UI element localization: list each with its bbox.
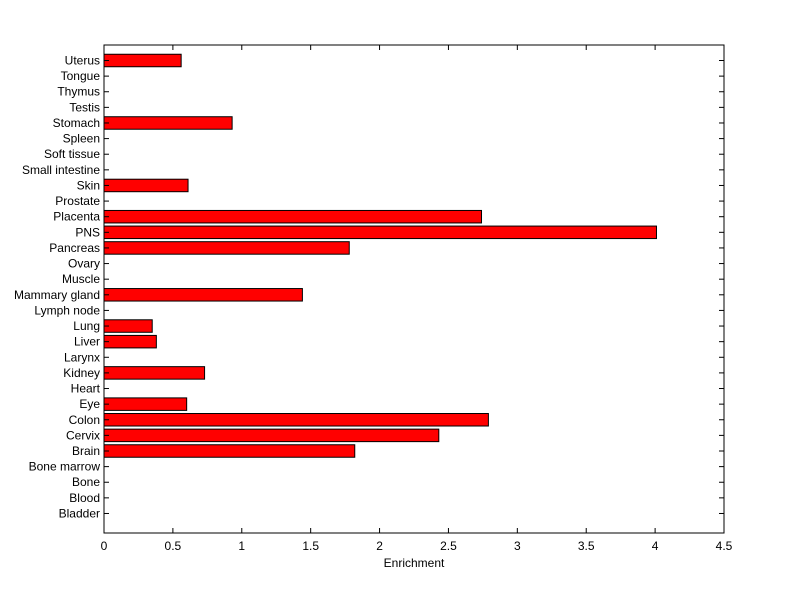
- x-tick-label: 3: [514, 539, 521, 553]
- y-tick-label: Larynx: [64, 350, 100, 364]
- bar-stomach: [103, 116, 233, 130]
- y-tick-label: Mammary gland: [14, 288, 100, 302]
- bar-cervix: [103, 428, 440, 443]
- y-tick-label: Heart: [71, 382, 101, 396]
- bar-brain: [103, 444, 356, 458]
- y-tick-label: Colon: [69, 413, 100, 427]
- x-tick-label: 0.5: [165, 539, 182, 553]
- x-axis-label: Enrichment: [384, 556, 445, 570]
- y-tick-label: Ovary: [68, 257, 100, 271]
- y-tick-label: Blood: [69, 491, 100, 505]
- bar-pns: [103, 225, 657, 240]
- y-tick-label: Soft tissue: [44, 147, 100, 161]
- y-tick-label: Liver: [74, 335, 100, 349]
- x-tick-label: 0: [101, 539, 108, 553]
- y-tick-label: Bladder: [59, 506, 100, 520]
- y-tick-label: Eye: [79, 397, 100, 411]
- x-tick-label: 4.5: [716, 539, 733, 553]
- y-tick-label: Skin: [77, 178, 100, 192]
- y-tick-label: Bone marrow: [29, 460, 101, 474]
- x-tick-label: 2.5: [440, 539, 457, 553]
- bar-skin: [103, 178, 189, 193]
- x-tick-label: 1: [238, 539, 245, 553]
- y-tick-label: Kidney: [63, 366, 100, 380]
- x-tick-label: 3.5: [578, 539, 595, 553]
- bars-group: [103, 53, 657, 458]
- y-tick-label: Spleen: [63, 132, 100, 146]
- y-tick-label: Tongue: [61, 69, 101, 83]
- bar-uterus: [103, 53, 182, 68]
- y-tick-label: Pancreas: [49, 241, 100, 255]
- bar-pancreas: [103, 241, 350, 255]
- bar-lung: [103, 319, 153, 333]
- y-tick-label: PNS: [75, 225, 100, 239]
- y-tick-label: Uterus: [65, 54, 100, 68]
- y-tick-label: Lung: [73, 319, 100, 333]
- x-tick-label: 1.5: [302, 539, 319, 553]
- bar-liver: [103, 334, 157, 349]
- y-tick-label: Brain: [72, 444, 100, 458]
- y-tick-label: Testis: [69, 100, 100, 114]
- y-tick-label: Muscle: [62, 272, 100, 286]
- bar-mammary-gland: [103, 288, 303, 302]
- y-tick-label: Bone: [72, 475, 100, 489]
- bar-placenta: [103, 209, 483, 224]
- y-tick-label: Lymph node: [34, 303, 100, 317]
- y-tick-label: Small intestine: [22, 163, 100, 177]
- y-tick-label: Stomach: [53, 116, 100, 130]
- y-tick-label: Thymus: [57, 85, 100, 99]
- bar-kidney: [103, 366, 206, 380]
- bar-eye: [103, 397, 188, 411]
- y-tick-label: Placenta: [53, 210, 100, 224]
- x-tick-label: 4: [652, 539, 659, 553]
- x-ticks-group: 0 0.5 1 1.5 2 2.5 3 3.5 4 4.5: [101, 45, 733, 553]
- y-tick-label: Cervix: [66, 428, 100, 442]
- y-tick-label: Prostate: [55, 194, 100, 208]
- x-tick-label: 2: [376, 539, 383, 553]
- bar-colon: [103, 413, 489, 427]
